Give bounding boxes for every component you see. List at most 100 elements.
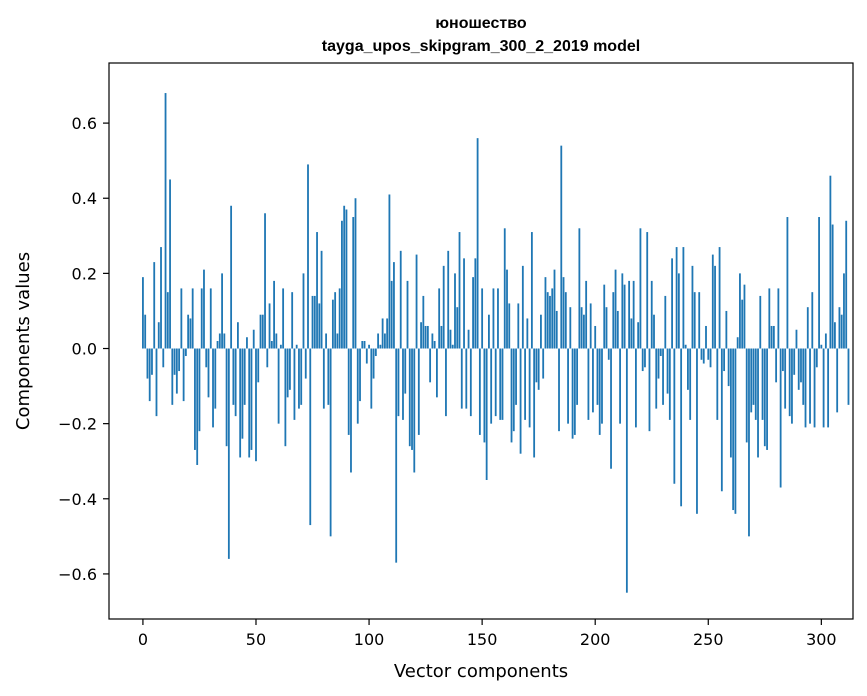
bar [390,280,393,349]
bar [397,348,400,417]
bar [806,307,809,349]
bar [255,348,257,462]
bar [494,348,497,417]
bar [677,273,680,349]
bar [488,314,490,349]
bar [440,325,443,349]
bar [329,348,332,537]
bar [727,348,730,387]
bar [718,247,721,349]
bar [625,348,628,593]
y-tick-label: −0.2 [58,415,97,434]
bar [266,348,269,368]
bar [372,348,375,379]
bar [148,348,151,402]
bar [533,348,536,458]
bar [322,348,325,409]
bar [467,329,470,349]
bar [182,348,185,402]
bar [637,322,640,349]
bar [481,288,484,349]
bar [845,220,848,349]
bar [809,348,811,424]
bar [564,292,567,349]
bar [142,277,144,349]
bar [442,265,445,349]
bar [503,228,506,349]
bar [549,295,551,349]
x-axis: 0 50 100 150 200 250 300 [138,619,837,649]
bar [277,348,280,424]
bar [560,145,563,349]
bar [621,273,624,349]
bar [675,247,678,349]
bar [404,348,407,394]
bar [413,348,416,473]
bar [578,228,581,349]
bar [811,292,814,349]
bar [510,348,513,443]
bar [589,303,592,349]
bar [793,348,796,375]
bar [445,348,447,417]
x-tick-label: 100 [354,630,385,649]
bar [356,348,359,424]
bar [800,348,802,383]
bar [555,310,558,349]
bar [644,348,646,368]
bar [558,348,560,432]
bar [476,138,479,349]
bar [761,348,764,420]
bar [571,348,574,439]
bar [153,262,156,349]
bar [497,288,499,349]
bar [295,344,298,349]
bar [393,262,395,349]
bar [483,348,486,443]
bar [160,247,162,349]
bar [668,348,671,420]
bar [607,348,610,360]
bar [460,348,463,409]
bar [171,348,174,405]
bar [530,232,533,349]
bar [374,348,377,357]
bar [178,348,181,372]
chart-title: юношество [435,15,526,32]
bar [714,265,716,349]
bar [166,292,169,349]
bar [784,348,787,409]
bar [603,284,606,349]
bar [456,307,459,349]
bar [264,213,266,349]
bar [736,337,739,349]
bar [632,280,635,349]
bar [696,348,698,514]
x-tick-label: 300 [806,630,837,649]
bar [732,348,735,511]
bar [501,348,504,420]
bar [693,292,696,349]
bar [203,269,205,349]
bar [587,348,590,420]
bar [347,348,350,435]
bar [585,280,588,349]
bar [214,348,217,409]
bar [818,217,820,349]
bar [788,348,791,417]
bar [662,348,664,405]
bar [641,348,644,372]
bar [350,348,352,473]
bar [664,295,667,349]
bar [680,348,683,507]
bar [345,209,348,349]
y-axis-label: Components values [13,252,34,430]
bar [754,348,757,420]
bar [739,273,741,349]
bar [797,348,800,390]
bar [768,288,771,349]
bar [707,348,710,360]
bar [411,348,413,450]
bar [144,314,147,349]
